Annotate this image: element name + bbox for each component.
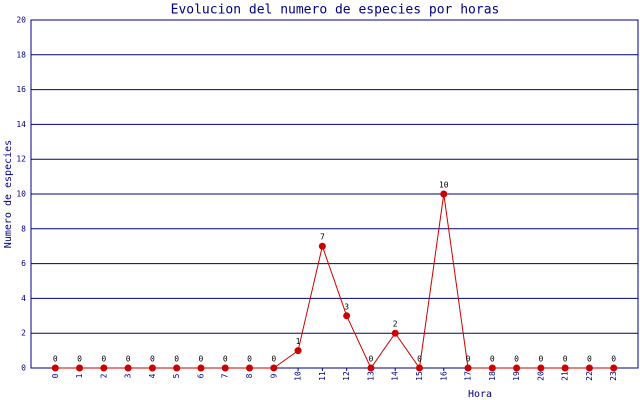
data-point — [415, 364, 423, 372]
data-label: 0 — [587, 355, 592, 364]
x-tick-label: 6 — [196, 373, 205, 378]
x-tick-label: 15 — [415, 371, 424, 381]
x-tick-label: 11 — [318, 371, 327, 381]
data-label: 0 — [77, 355, 82, 364]
data-point — [318, 242, 326, 250]
y-tick-label: 4 — [21, 294, 26, 303]
data-label: 0 — [466, 355, 471, 364]
x-tick-label: 19 — [512, 371, 521, 381]
y-tick-label: 20 — [16, 16, 26, 25]
data-label: 0 — [490, 355, 495, 364]
x-tick-label: 9 — [269, 373, 278, 378]
data-label: 3 — [344, 302, 349, 311]
data-point — [513, 364, 521, 372]
y-tick-label: 12 — [16, 155, 26, 164]
x-tick-label: 1 — [75, 373, 84, 378]
x-tick-label: 4 — [148, 373, 157, 378]
data-point — [270, 364, 278, 372]
x-tick-label: 21 — [561, 371, 570, 381]
x-tick-label: 5 — [172, 373, 181, 378]
x-tick-label: 18 — [488, 371, 497, 381]
data-point — [488, 364, 496, 372]
data-label: 0 — [563, 355, 568, 364]
data-label: 0 — [247, 355, 252, 364]
x-tick-label: 8 — [245, 373, 254, 378]
data-point — [537, 364, 545, 372]
x-tick-label: 20 — [536, 371, 545, 381]
data-label: 0 — [126, 355, 131, 364]
data-point — [148, 364, 156, 372]
data-label: 10 — [439, 181, 449, 190]
data-label: 0 — [538, 355, 543, 364]
y-tick-label: 14 — [16, 120, 26, 129]
y-tick-label: 10 — [16, 190, 26, 199]
data-point — [51, 364, 59, 372]
y-tick-label: 6 — [21, 259, 26, 268]
data-label: 0 — [514, 355, 519, 364]
x-tick-label: 13 — [366, 371, 375, 381]
data-label: 0 — [150, 355, 155, 364]
x-tick-label: 10 — [294, 371, 303, 381]
y-tick-label: 2 — [21, 329, 26, 338]
data-point — [464, 364, 472, 372]
x-tick-label: 2 — [99, 373, 108, 378]
data-label: 0 — [271, 355, 276, 364]
y-axis-label: Numero de especies — [3, 140, 14, 248]
y-tick-label: 8 — [21, 224, 26, 233]
data-label: 2 — [393, 320, 398, 329]
data-point — [561, 364, 569, 372]
x-tick-label: 12 — [342, 371, 351, 381]
x-tick-label: 22 — [585, 371, 594, 381]
data-label: 0 — [417, 355, 422, 364]
data-label: 0 — [174, 355, 179, 364]
x-tick-label: 0 — [51, 373, 60, 378]
x-tick-label: 14 — [391, 371, 400, 381]
data-point — [197, 364, 205, 372]
data-label: 0 — [611, 355, 616, 364]
data-point — [76, 364, 84, 372]
data-point — [294, 347, 302, 355]
data-label: 0 — [369, 355, 374, 364]
data-label: 7 — [320, 233, 325, 242]
data-point — [246, 364, 254, 372]
y-tick-label: 16 — [16, 85, 26, 94]
y-tick-label: 0 — [21, 364, 26, 373]
data-point — [221, 364, 229, 372]
series-line — [55, 193, 614, 370]
data-label: 0 — [101, 355, 106, 364]
x-tick-label: 23 — [609, 371, 618, 381]
x-tick-label: 7 — [221, 373, 230, 378]
data-point — [343, 312, 351, 320]
data-point — [367, 364, 375, 372]
x-tick-label: 17 — [464, 371, 473, 381]
x-tick-label: 3 — [124, 373, 133, 378]
data-label: 0 — [223, 355, 228, 364]
data-point — [100, 364, 108, 372]
chart-title: Evolucion del numero de especies por hor… — [171, 3, 500, 18]
x-axis-label: Hora — [468, 389, 492, 400]
x-tick-label: 16 — [439, 371, 448, 381]
data-point — [173, 364, 181, 372]
data-point — [610, 364, 618, 372]
data-label: 1 — [296, 337, 301, 346]
data-label: 0 — [199, 355, 204, 364]
data-label: 0 — [53, 355, 58, 364]
data-point — [391, 329, 399, 337]
data-point — [585, 364, 593, 372]
y-tick-label: 18 — [16, 50, 26, 59]
data-point — [124, 364, 132, 372]
data-point — [440, 190, 448, 198]
